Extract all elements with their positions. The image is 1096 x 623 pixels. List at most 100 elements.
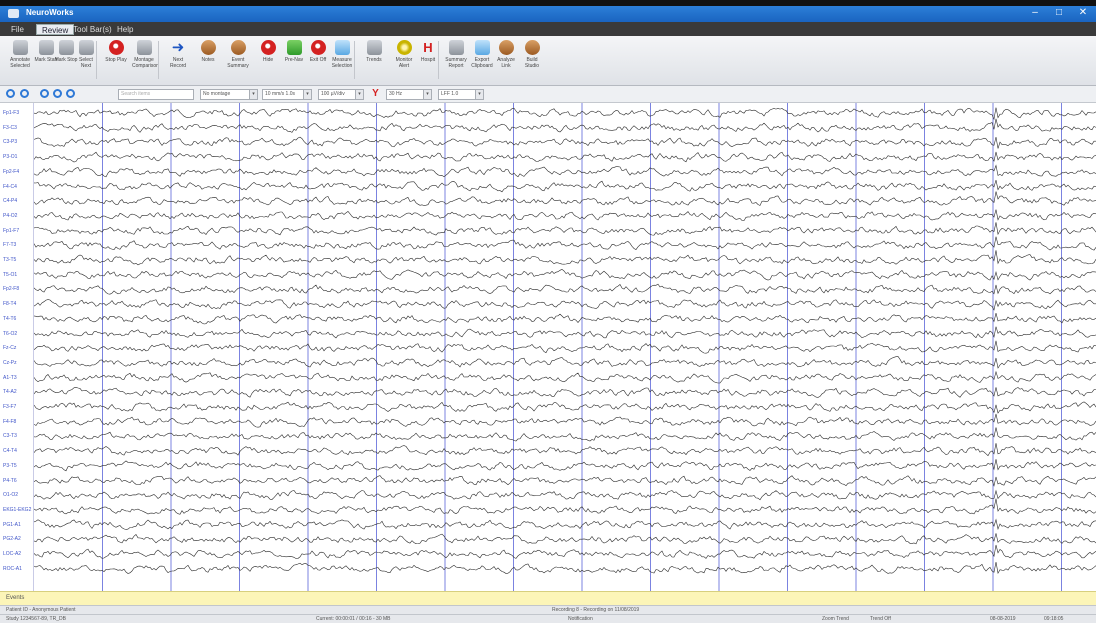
build-icon [524,40,540,55]
ribbon-button-16[interactable]: Summary Report [444,40,468,82]
arrow-right-icon: ➜ [171,39,185,56]
channel-label[interactable]: Fp1-F7 [3,227,20,234]
ribbon-button-0[interactable]: Annotate Selected [8,40,32,82]
select-next-icon [78,40,94,55]
eeg-trace [34,401,1096,414]
search-input[interactable]: Search items [118,89,194,100]
channel-label[interactable]: T3-T5 [3,257,17,263]
channel-label[interactable]: T6-O2 [3,330,18,337]
first-page-icon[interactable] [6,89,15,98]
channel-label[interactable]: F4-F8 [3,418,17,425]
ribbon-button-9[interactable]: Hide [256,40,280,82]
annotation-bar[interactable]: Events [0,591,1096,605]
ribbon-button-19[interactable]: Build Studio [520,40,544,82]
notification-status: Notification [568,616,593,622]
next-page-icon[interactable] [53,89,62,98]
play-icon[interactable] [40,89,49,98]
timebase-select-value: 10 mm/s 1.0s [265,91,296,97]
channel-label[interactable]: Fp2-F4 [3,168,20,175]
channel-label[interactable]: Fz-Cz [3,345,17,352]
minimize-button[interactable]: – [1032,7,1038,18]
channel-label[interactable]: F8-T4 [3,301,17,308]
channel-label[interactable]: EKG1-EKG2 [3,506,32,513]
eeg-trace [34,533,1096,545]
alert-icon [396,40,412,55]
hide-icon [260,40,276,55]
channel-label[interactable]: ROC-A1 [3,565,22,572]
channel-label[interactable]: A1-T3 [3,374,17,381]
ribbon-button-14[interactable]: Monitor Alert [392,40,416,82]
app-icon [8,9,19,18]
ribbon-button-8[interactable]: Event Summary [226,40,250,82]
ribbon-button-18[interactable]: Analyze Link [494,40,518,82]
eeg-trace [34,356,1096,369]
chevron-down-icon: ▾ [355,90,363,99]
ribbon-button-13[interactable]: Trends [362,40,386,82]
menu-file[interactable]: File [11,25,24,34]
channel-label[interactable]: PG1-A1 [3,521,21,528]
channel-label[interactable]: C3-T3 [3,433,17,440]
eeg-trace [34,370,1096,384]
eeg-trace [34,427,1096,442]
channel-label[interactable]: C4-P4 [3,198,18,205]
eeg-review-pane[interactable]: Fp1-F3 F3-C3 C3-P3 P3-O1 Fp2-F4 F4-C4 C4-P4 P4-… [0,103,1096,591]
report-icon [448,40,464,55]
channel-label[interactable]: T4-A2 [3,389,17,396]
channel-label[interactable]: C4-T4 [3,448,17,455]
ribbon-button-label: Mark Start [34,57,58,63]
channel-label[interactable]: P3-O1 [3,154,18,161]
channel-label[interactable]: F3-F7 [3,404,17,410]
channel-label[interactable]: P4-T6 [3,477,17,484]
channel-label[interactable]: T5-O1 [3,271,18,278]
ribbon-separator [354,41,355,79]
sensitivity-select[interactable]: 100 µV/div ▾ [318,89,364,100]
ribbon-button-4[interactable]: Stop Play [104,40,128,82]
ribbon-button-5[interactable]: Montage Comparison [132,40,159,82]
ribbon-button-3[interactable]: Select Next [74,40,98,82]
ribbon-button-12[interactable]: Measure Selection [330,40,354,82]
filter-icon[interactable]: Y [372,88,379,99]
channel-label[interactable]: Fp2-F8 [3,286,20,293]
menu-help[interactable]: Help [117,25,134,34]
channel-label[interactable]: P4-O2 [3,212,18,219]
menu-review[interactable]: Review [36,24,75,35]
ribbon-button-11[interactable]: Exit Off [306,40,330,82]
channel-label[interactable]: P3-T5 [3,462,17,469]
channel-label[interactable]: F7-T3 [3,242,17,249]
channel-label[interactable]: F4-C4 [3,183,17,190]
timebase-select[interactable]: 10 mm/s 1.0s ▾ [262,89,312,100]
stop-icon [108,40,124,55]
channel-label[interactable]: F3-C3 [3,124,17,131]
last-page-icon[interactable] [66,89,75,98]
hff-select[interactable]: 30 Hz ▾ [386,89,432,100]
eeg-trace-canvas[interactable] [34,103,1096,591]
channel-label[interactable]: Fp1-F3 [3,110,20,116]
ribbon-button-15[interactable]: H Hospit [416,40,440,82]
eeg-trace [34,236,1096,251]
channel-label[interactable]: C3-P3 [3,139,18,146]
channel-label[interactable]: PG2-A2 [3,536,21,543]
zoom-status[interactable]: Zoom Trend [822,616,849,622]
channel-label[interactable]: O1-O2 [3,492,19,499]
ribbon-button-6[interactable]: ➜ Next Record [166,40,190,82]
mark-stop-icon [58,40,74,55]
annotation-bar-label: Events [6,595,25,601]
channel-label[interactable]: Cz-Pz [3,359,17,366]
menu-toolbars[interactable]: Tool Bar(s) [73,25,112,34]
trend-status[interactable]: Trend Off [870,616,891,622]
ribbon-button-17[interactable]: Export Clipboard [470,40,494,82]
ribbon-button-1[interactable]: Mark Start [34,40,58,82]
prev-page-icon[interactable] [20,89,29,98]
ribbon-button-2[interactable]: Mark Stop [54,40,78,82]
ribbon-button-label: Notes [201,57,215,63]
maximize-button[interactable]: □ [1055,7,1063,18]
ribbon-button-10[interactable]: Pre-Nav [282,40,306,82]
channel-label[interactable]: LOC-A2 [3,551,22,557]
ribbon-button-7[interactable]: Notes [196,40,220,82]
eeg-trace [34,118,1096,133]
lff-select[interactable]: LFF 1.0 ▾ [438,89,484,100]
close-button[interactable]: ✕ [1078,7,1088,18]
montage-select[interactable]: No montage ▾ [200,89,258,100]
channel-label[interactable]: T4-T6 [3,315,17,322]
eeg-trace [34,475,1096,487]
